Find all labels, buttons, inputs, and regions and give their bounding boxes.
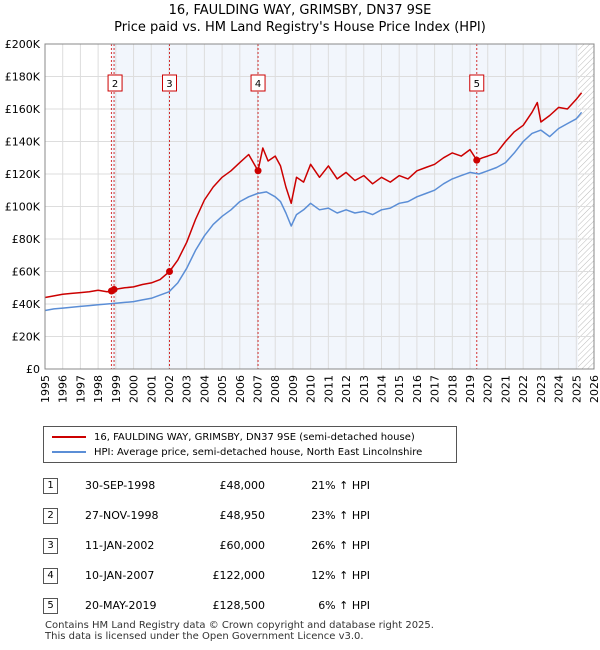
legend-label-hpi: HPI: Average price, semi-detached house,…	[94, 446, 423, 458]
x-tick-label: 2010	[305, 375, 318, 403]
legend-item-property: 16, FAULDING WAY, GRIMSBY, DN37 9SE (sem…	[52, 430, 415, 444]
hpi-line	[44, 111, 583, 312]
y-tick-label: £60K	[12, 266, 41, 279]
y-tick-label: £20K	[12, 331, 41, 344]
row-hpi-change: 6% ↑ HPI	[318, 599, 370, 612]
sale-point	[473, 156, 481, 164]
row-date: 11-JAN-2002	[85, 539, 155, 552]
row-hpi-change: 12% ↑ HPI	[311, 569, 370, 582]
sale-point	[254, 167, 262, 175]
row-number-badge: 2	[43, 508, 58, 524]
x-tick-label: 2017	[429, 375, 442, 403]
x-tick-label: 2025	[570, 375, 583, 403]
marker-box-label: 5	[474, 79, 480, 90]
row-number-badge: 3	[43, 538, 58, 554]
x-tick-label: 2011	[322, 375, 335, 403]
y-tick-label: £160K	[5, 103, 41, 116]
marker-box-label: 4	[255, 79, 261, 90]
legend-swatch-hpi	[52, 451, 86, 453]
row-price: £60,000	[219, 539, 266, 552]
sale-point	[110, 285, 118, 293]
x-tick-label: 2012	[340, 375, 353, 403]
marker-box-label: 3	[166, 79, 172, 90]
row-price: £48,950	[219, 509, 266, 522]
row-date: 30-SEP-1998	[85, 479, 156, 492]
chart-subtitle: Price paid vs. HM Land Registry's House …	[114, 20, 486, 35]
y-tick-label: £100K	[5, 201, 41, 214]
row-number-badge: 4	[43, 568, 58, 584]
x-tick-label: 1997	[74, 375, 87, 403]
x-tick-label: 2000	[128, 375, 141, 403]
x-tick-label: 2019	[464, 375, 477, 403]
marker-box	[250, 74, 266, 92]
x-tick-label: 2003	[181, 375, 194, 403]
legend-item-hpi: HPI: Average price, semi-detached house,…	[52, 445, 422, 459]
x-tick-label: 2015	[393, 375, 406, 403]
table-row: 5 20-MAY-2019 £128,500 6% ↑ HPI	[0, 590, 600, 620]
legend-swatch-property	[52, 436, 86, 438]
x-tick-label: 2023	[535, 375, 548, 403]
y-tick-label: £200K	[5, 38, 41, 51]
table-row: 1 30-SEP-1998 £48,000 21% ↑ HPI	[0, 470, 600, 500]
x-tick-label: 2002	[163, 375, 176, 403]
x-tick-label: 1998	[92, 375, 105, 403]
row-hpi-change: 23% ↑ HPI	[311, 509, 370, 522]
x-tick-label: 2007	[252, 375, 265, 403]
row-date: 20-MAY-2019	[85, 599, 157, 612]
row-price: £48,000	[219, 479, 266, 492]
x-tick-label: 2013	[358, 375, 371, 403]
marker-box	[161, 74, 177, 92]
x-tick-label: 2026	[588, 375, 600, 403]
plot-frame	[44, 43, 595, 370]
property-price-line	[44, 92, 583, 299]
y-tick-label: £180K	[5, 71, 41, 84]
row-date: 10-JAN-2007	[85, 569, 155, 582]
x-tick-label: 2016	[411, 375, 424, 403]
footer-licence: This data is licensed under the Open Gov…	[45, 631, 364, 642]
table-row: 3 11-JAN-2002 £60,000 26% ↑ HPI	[0, 530, 600, 560]
row-price: £122,000	[212, 569, 266, 582]
y-tick-label: £40K	[12, 298, 41, 311]
x-tick-label: 2021	[500, 375, 513, 403]
chart-title-block: 16, FAULDING WAY, GRIMSBY, DN37 9SE Pric…	[0, 2, 600, 36]
x-tick-label: 2020	[482, 375, 495, 403]
marker-box	[469, 74, 485, 92]
x-tick-label: 2006	[234, 375, 247, 403]
footer-copyright: Contains HM Land Registry data © Crown c…	[45, 620, 434, 631]
table-row: 2 27-NOV-1998 £48,950 23% ↑ HPI	[0, 500, 600, 530]
row-hpi-change: 21% ↑ HPI	[311, 479, 370, 492]
row-number-badge: 5	[43, 598, 58, 614]
row-hpi-change: 26% ↑ HPI	[311, 539, 370, 552]
x-tick-label: 2018	[446, 375, 459, 403]
y-tick-label: £0	[26, 363, 40, 376]
row-date: 27-NOV-1998	[85, 509, 159, 522]
legend-label-property: 16, FAULDING WAY, GRIMSBY, DN37 9SE (sem…	[94, 431, 415, 443]
marker-box-label: 2	[112, 79, 118, 90]
chart-legend: 16, FAULDING WAY, GRIMSBY, DN37 9SE (sem…	[43, 426, 457, 463]
row-price: £128,500	[212, 599, 266, 612]
y-tick-label: £80K	[12, 233, 41, 246]
x-tick-label: 1995	[39, 375, 52, 403]
footer-attribution: Contains HM Land Registry data © Crown c…	[45, 620, 434, 642]
x-tick-label: 1999	[110, 375, 123, 403]
marker-box	[107, 74, 123, 92]
x-tick-label: 2004	[198, 375, 211, 403]
x-tick-label: 1996	[57, 375, 70, 403]
price-chart: 2 3 4 5 £0 £20K £40K £60K £80K £100K £120K £140K £1…	[5, 38, 600, 403]
x-tick-label: 2024	[553, 375, 566, 403]
y-tick-label: £140K	[5, 136, 41, 149]
chart-title: 16, FAULDING WAY, GRIMSBY, DN37 9SE	[168, 3, 432, 18]
x-tick-label: 2022	[517, 375, 530, 403]
x-tick-label: 2008	[269, 375, 282, 403]
x-tick-label: 2009	[287, 375, 300, 403]
table-row: 4 10-JAN-2007 £122,000 12% ↑ HPI	[0, 560, 600, 590]
x-tick-label: 2014	[376, 375, 389, 403]
x-tick-label: 2001	[145, 375, 158, 403]
sale-point	[165, 268, 173, 275]
x-tick-label: 2005	[216, 375, 229, 403]
row-number-badge: 1	[43, 478, 58, 494]
y-tick-label: £120K	[5, 168, 41, 181]
